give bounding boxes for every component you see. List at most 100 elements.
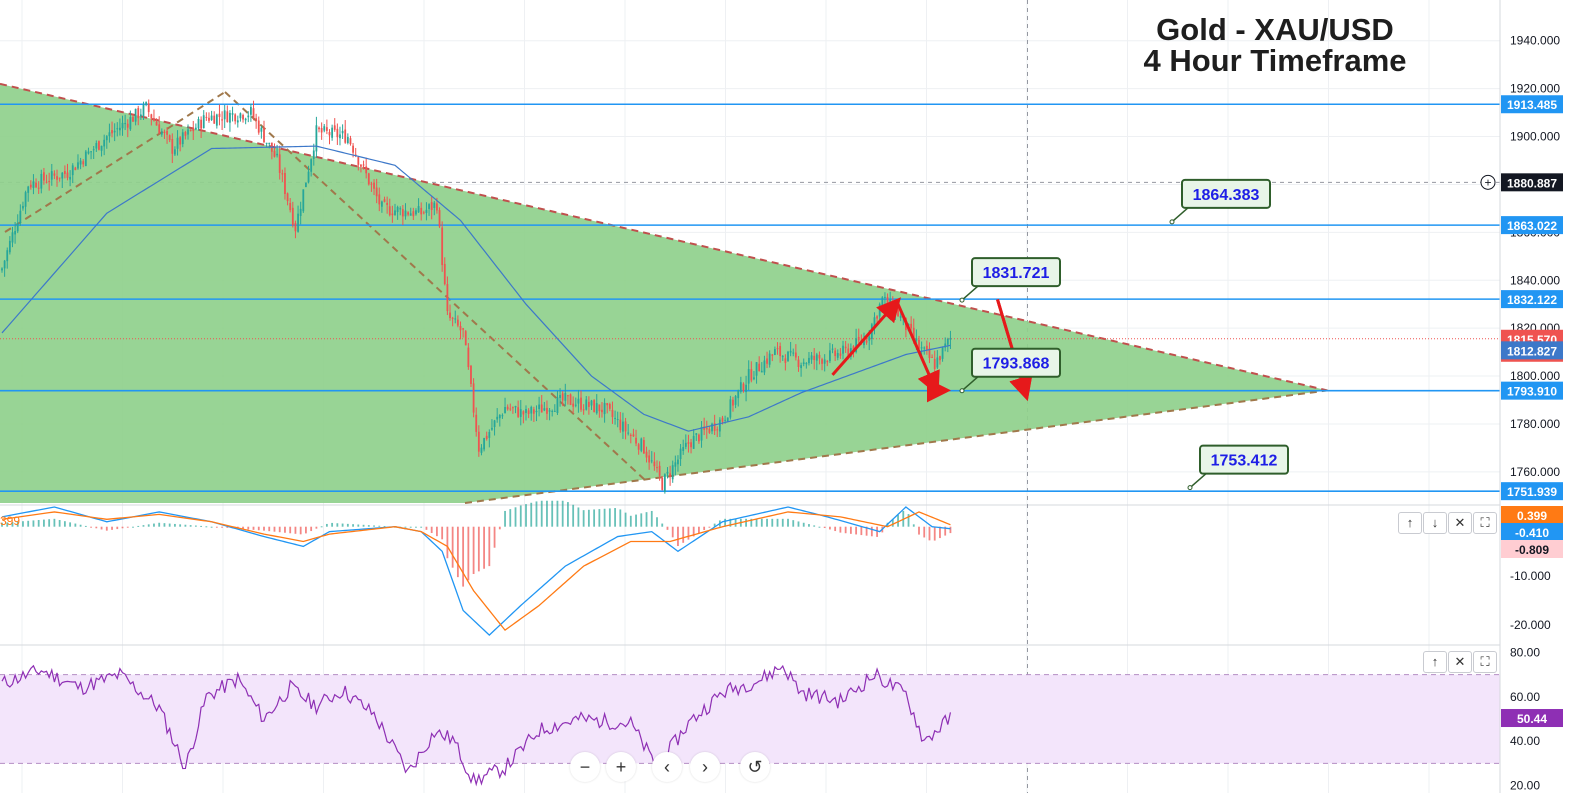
candle-body <box>53 173 56 176</box>
candle-body <box>493 420 496 428</box>
level-price-tag <box>1501 381 1563 400</box>
macd-histogram-bar <box>210 526 213 528</box>
candle-body <box>894 309 897 316</box>
candle-body <box>441 227 444 266</box>
candle-body <box>139 114 142 117</box>
macd-histogram-bar <box>147 524 150 527</box>
candle-body <box>35 182 37 188</box>
macd-histogram-bar <box>278 526 281 533</box>
candle-body <box>223 110 226 120</box>
candle-body <box>386 202 389 205</box>
candle-body <box>137 108 140 119</box>
candle-body <box>509 408 512 410</box>
macd-histogram-bar <box>200 525 203 527</box>
level-price-tag <box>1501 216 1563 235</box>
macd-histogram-bar <box>755 518 758 527</box>
zoom-out-button[interactable]: − <box>570 752 600 782</box>
macd-histogram-bar <box>514 507 517 527</box>
macd-histogram-bar <box>179 524 182 527</box>
candle-body <box>250 106 252 115</box>
macd-move-down-button[interactable]: ↓ <box>1423 512 1447 534</box>
candle-body <box>202 115 205 129</box>
candle-body <box>629 434 632 436</box>
reset-chart-button[interactable]: ↺ <box>740 752 770 782</box>
candle-body <box>577 398 580 404</box>
candle-body <box>815 354 818 361</box>
candle-body <box>656 467 658 469</box>
candle-body <box>229 112 231 123</box>
macd-histogram-bar <box>95 526 98 529</box>
macd-histogram-bar <box>299 526 302 535</box>
candle-body <box>512 407 514 409</box>
macd-maximize-button[interactable]: ⛶ <box>1473 512 1497 534</box>
rsi-maximize-button[interactable]: ⛶ <box>1473 651 1497 673</box>
macd-histogram-bar <box>341 523 344 527</box>
candle-body <box>145 102 147 105</box>
candle-body <box>443 263 446 285</box>
macd-close-button[interactable]: ✕ <box>1448 512 1472 534</box>
candle-body <box>889 299 892 308</box>
candle-body <box>792 352 795 354</box>
candle-body <box>703 426 706 430</box>
candle-body <box>587 401 590 407</box>
candle-body <box>179 137 182 145</box>
price-axis: 1760.0001780.0001800.0001820.0001840.000… <box>1480 0 1582 793</box>
macd-histogram-bar <box>79 524 82 527</box>
macd-histogram-bar <box>949 526 952 534</box>
macd-move-up-button[interactable]: ↑ <box>1398 512 1422 534</box>
candle-body <box>449 312 451 319</box>
zoom-in-button[interactable]: + <box>606 752 636 782</box>
candle-body <box>561 393 564 401</box>
candle-body <box>281 173 284 175</box>
candle-body <box>679 448 682 460</box>
macd-histogram-bar <box>289 526 292 534</box>
crosshair-price-tag <box>1501 173 1563 192</box>
candle-body <box>383 199 386 202</box>
macd-histogram-bar <box>640 513 643 527</box>
candle-body <box>451 317 454 319</box>
rsi-close-button[interactable]: ✕ <box>1448 651 1472 673</box>
macd-histogram-bar <box>37 520 40 527</box>
macd-histogram-bar <box>221 526 223 528</box>
macd-histogram-bar <box>456 526 459 578</box>
macd-histogram-bar <box>671 526 674 538</box>
macd-histogram-bar <box>829 526 831 530</box>
macd-histogram-bar <box>32 520 35 527</box>
callout-box <box>1181 178 1271 209</box>
candle-body <box>158 124 161 134</box>
triangle-fill <box>0 83 1328 503</box>
macd-histogram-bar <box>750 518 753 527</box>
macd-histogram-bar <box>252 526 255 530</box>
candle-body <box>485 435 488 439</box>
rsi-tick-label: 80.00 <box>1510 645 1540 659</box>
candle-body <box>257 120 260 133</box>
callout-label: 1793.868 <box>983 356 1050 373</box>
candle-body <box>595 403 598 414</box>
candle-body <box>734 396 737 405</box>
candle-body <box>71 165 74 176</box>
candle-body <box>438 210 441 227</box>
macd-value-tag <box>1501 523 1563 541</box>
price-callouts: 1864.383 1831.721 1793.868 1753.412 <box>959 178 1289 491</box>
candle-body <box>794 352 797 358</box>
rsi-move-up-button[interactable]: ↑ <box>1423 651 1447 673</box>
macd-histogram-bar <box>629 515 632 527</box>
macd-histogram-bar <box>577 507 580 527</box>
candle-body <box>318 127 320 130</box>
macd-histogram-bar <box>813 525 816 527</box>
candle-body <box>750 369 753 381</box>
candle-body <box>197 118 200 129</box>
scroll-left-button[interactable]: ‹ <box>652 752 682 782</box>
candle-body <box>477 431 480 452</box>
candle-body <box>187 129 189 135</box>
candle-body <box>711 423 713 432</box>
macd-histogram-bar <box>918 526 920 535</box>
candle-body <box>669 473 671 477</box>
candle-body <box>705 427 708 430</box>
candle-body <box>808 357 810 364</box>
macd-histogram-bar <box>451 526 454 568</box>
candle-body <box>215 114 218 126</box>
candle-body <box>834 350 837 357</box>
scroll-right-button[interactable]: › <box>690 752 720 782</box>
